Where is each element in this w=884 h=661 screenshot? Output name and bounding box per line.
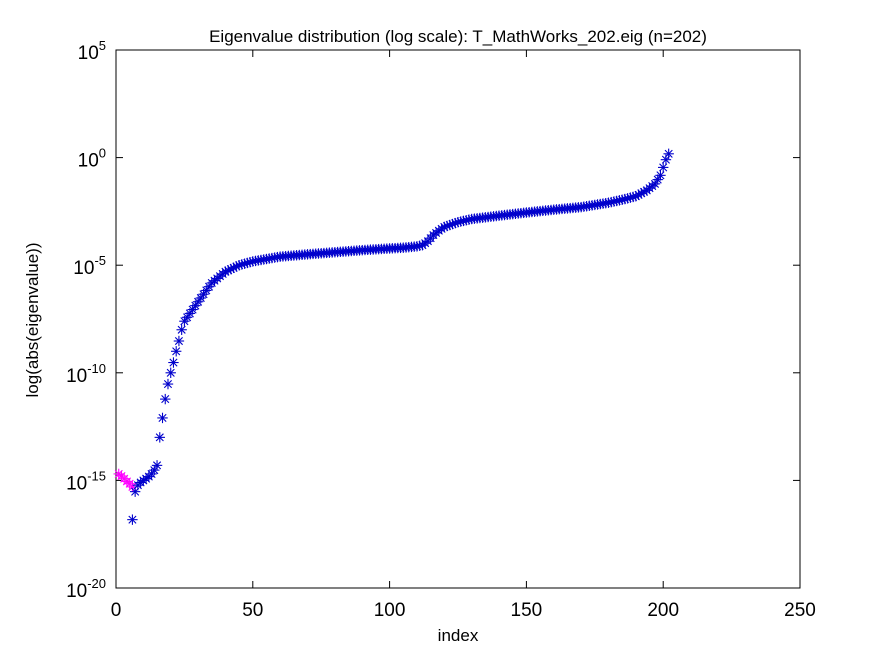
y-tick-label: 10-15: [66, 468, 106, 494]
data-point: [658, 162, 669, 173]
data-point: [168, 357, 179, 368]
data-point: [151, 460, 163, 471]
x-tick-label: 150: [511, 600, 543, 621]
x-tick-label: 0: [111, 600, 122, 621]
data-point: [162, 378, 174, 390]
x-tick-label: 50: [242, 600, 263, 621]
data-point: [173, 335, 185, 347]
data-point: [160, 393, 171, 405]
data-point: [170, 346, 182, 357]
data-point: [157, 412, 168, 424]
y-tick-label: 10-10: [66, 361, 106, 387]
data-point: [663, 148, 674, 160]
y-tick-label: 100: [78, 146, 106, 172]
data-point: [176, 324, 187, 335]
data-point: [652, 174, 663, 185]
x-tick-label: 100: [374, 600, 406, 621]
y-tick-label: 10-5: [73, 253, 106, 279]
x-tick-label: 200: [647, 600, 679, 621]
y-tick-label: 105: [78, 38, 106, 64]
data-points: [113, 148, 674, 525]
data-point: [165, 367, 176, 378]
axes-box: [115, 49, 801, 589]
plot-area: 0 50 100 150 200 250 105 100 10-5 10-10 10-15 10-20: [66, 38, 816, 621]
x-axis-label: index: [438, 626, 479, 645]
data-point: [655, 170, 666, 181]
data-point: [127, 514, 138, 525]
y-axis-label: log(abs(eigenvalue)): [23, 243, 42, 398]
data-point: [154, 432, 165, 443]
y-tick-label: 10-20: [66, 576, 106, 602]
x-tick-label: 250: [784, 600, 816, 621]
chart-title: Eigenvalue distribution (log scale): T_M…: [209, 27, 707, 46]
